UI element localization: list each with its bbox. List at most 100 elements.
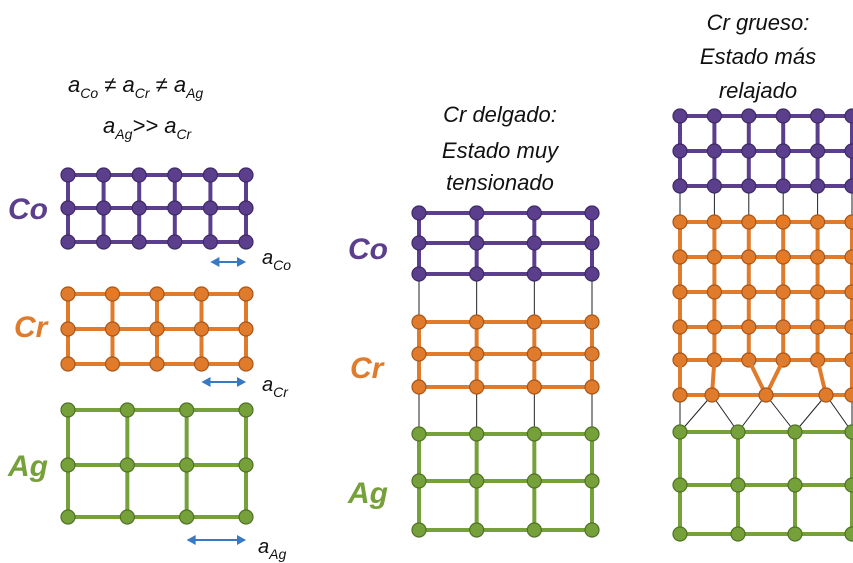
left-co-lattice-atom xyxy=(167,234,183,250)
middle-cr-lattice-atom xyxy=(411,379,427,395)
right-cr-lattice-atom xyxy=(706,284,723,300)
middle-co-lattice-atom xyxy=(411,266,427,282)
middle-cr-lattice-atom xyxy=(469,346,485,362)
right-ag-lattice-atom xyxy=(730,424,746,440)
middle-cr-lattice-atom xyxy=(526,379,542,395)
left-co-lattice-atom xyxy=(95,167,112,183)
left-co-label: Co xyxy=(8,193,48,226)
left-ag-lattice-atom xyxy=(238,457,254,473)
left-cr-label: Cr xyxy=(14,311,50,344)
lattice-param-co-arrow-head xyxy=(237,257,246,267)
middle-caption-line-1: Cr delgado: xyxy=(443,102,557,127)
left-ag-lattice-atom xyxy=(60,509,76,525)
right-ag-lattice-atom xyxy=(787,526,803,542)
left-cr-lattice-atom xyxy=(104,321,121,337)
left-ag-lattice-atom xyxy=(238,509,254,525)
right-co-lattice-atom xyxy=(809,178,826,194)
right-cr-lattice-atom xyxy=(672,214,688,230)
right-cr-lattice-atom xyxy=(844,284,853,300)
right-cr-relaxed-atom xyxy=(704,387,720,403)
left-ag-lattice-atom xyxy=(179,509,195,525)
middle-ag-lattice-atom xyxy=(526,473,542,489)
middle-ag-lattice-atom xyxy=(411,473,427,489)
middle-ag-lattice-atom xyxy=(469,473,485,489)
left-co-lattice-atom xyxy=(131,200,147,216)
middle-ag-lattice-atom xyxy=(584,426,600,442)
lattice-param-ag: aAg xyxy=(258,536,286,562)
middle-ag-lattice-atom xyxy=(526,522,542,538)
right-cr-lattice-atom xyxy=(844,214,853,230)
right-cr-lattice-atom xyxy=(844,319,853,335)
middle-caption-line-3: tensionado xyxy=(446,170,554,195)
right-co-lattice-atom xyxy=(775,108,791,124)
right-cr-relaxed-atom xyxy=(758,387,774,403)
middle-ag-lattice-atom xyxy=(469,426,485,442)
left-co-lattice-atom xyxy=(60,167,76,183)
middle-cr-lattice-atom xyxy=(584,314,600,330)
middle-cr-lattice-atom xyxy=(469,379,485,395)
right-cr-lattice-atom xyxy=(809,284,826,300)
right-co-lattice-atom xyxy=(844,108,853,124)
middle-cr-lattice-atom xyxy=(411,346,427,362)
left-cr-lattice-atom xyxy=(149,286,165,302)
middle-co-lattice-atom xyxy=(526,266,542,282)
left-co-lattice-atom xyxy=(202,200,218,216)
middle-co-lattice-atom xyxy=(469,205,485,221)
left-co-lattice-atom xyxy=(131,234,147,250)
right-ag-lattice-atom xyxy=(787,424,803,440)
lattice-inequality: aCo ≠ aCr ≠ aAg xyxy=(68,72,203,101)
left-cr-lattice-atom xyxy=(60,321,76,337)
right-co-lattice-atom xyxy=(706,108,723,124)
right-ag-lattice-atom xyxy=(844,424,853,440)
right-cr-relaxed-atom xyxy=(672,387,688,403)
middle-ag-lattice-atom xyxy=(411,522,427,538)
right-cr-relaxed-atom xyxy=(844,387,853,403)
middle-ag-lattice-atom xyxy=(584,473,600,489)
middle-ag-lattice-atom xyxy=(584,522,600,538)
right-cr-lattice-atom xyxy=(775,284,791,300)
right-cr-lattice-atom xyxy=(844,249,853,265)
left-cr-lattice-atom xyxy=(238,321,254,337)
right-interface-link xyxy=(737,394,767,433)
left-cr-lattice-atom xyxy=(149,356,165,372)
right-co-lattice-atom xyxy=(706,178,723,194)
right-cr-lattice-atom xyxy=(672,284,688,300)
middle-co-lattice-atom xyxy=(526,235,542,251)
middle-co-label: Co xyxy=(348,233,388,266)
right-ag-lattice-atom xyxy=(672,424,688,440)
left-cr-lattice-atom xyxy=(60,286,76,302)
left-co-lattice-atom xyxy=(238,234,254,250)
right-ag-lattice-atom xyxy=(787,477,803,493)
right-cr-lattice-atom xyxy=(809,249,826,265)
middle-co-lattice-atom xyxy=(469,266,485,282)
right-ag-lattice-atom xyxy=(672,477,688,493)
middle-cr-lattice-atom xyxy=(584,346,600,362)
right-cr-lattice-atom xyxy=(672,249,688,265)
left-co-lattice-atom xyxy=(60,234,76,250)
right-ag-lattice-atom xyxy=(730,526,746,542)
left-co-lattice-atom xyxy=(167,200,183,216)
middle-cr-lattice-atom xyxy=(584,379,600,395)
middle-caption-line-2: Estado muy xyxy=(442,138,560,163)
right-caption-line-2: Estado más xyxy=(700,44,816,69)
right-cr-lattice-atom xyxy=(741,319,757,335)
left-ag-lattice-atom xyxy=(179,457,195,473)
middle-ag-label: Ag xyxy=(347,477,388,510)
middle-cr-lattice-atom xyxy=(526,314,542,330)
right-cr-lattice-atom xyxy=(775,249,791,265)
left-ag-lattice-atom xyxy=(179,402,195,418)
right-co-lattice-atom xyxy=(672,143,688,159)
middle-cr-lattice-atom xyxy=(411,314,427,330)
left-co-lattice-atom xyxy=(167,167,183,183)
left-ag-lattice-atom xyxy=(238,402,254,418)
middle-co-lattice-atom xyxy=(526,205,542,221)
left-ag-lattice-atom xyxy=(119,457,135,473)
lattice-param-co: aCo xyxy=(262,247,291,273)
right-co-lattice-atom xyxy=(809,108,826,124)
left-cr-lattice-atom xyxy=(104,286,121,302)
right-interface-link xyxy=(679,394,713,433)
left-co-lattice-atom xyxy=(202,234,218,250)
right-cr-lattice-atom xyxy=(706,319,723,335)
right-cr-lattice-atom xyxy=(741,249,757,265)
